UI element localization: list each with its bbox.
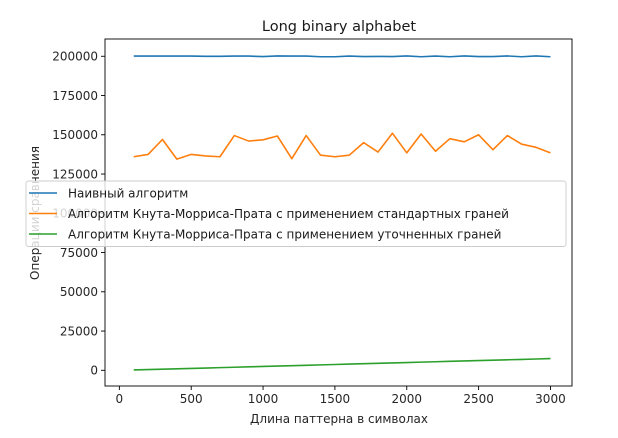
legend: Наивный алгоритм Алгоритм Кнута-Морриса-П… (25, 180, 567, 247)
y-tick-label: 175000 (52, 89, 98, 103)
y-tick-label: 75000 (60, 246, 98, 260)
series-line-3 (133, 357, 551, 371)
x-tick-label: 500 (180, 392, 203, 406)
x-tick-label: 2500 (463, 392, 494, 406)
legend-box (25, 180, 567, 247)
y-tick-label: 50000 (60, 285, 98, 299)
x-tick-label: 3000 (535, 392, 566, 406)
chart-title: Long binary alphabet (262, 19, 416, 35)
x-tick-label: 2000 (391, 392, 422, 406)
y-tick-label: 25000 (60, 324, 98, 338)
series-line-1 (133, 55, 551, 58)
y-tick-label: 0 (90, 364, 98, 378)
legend-label-1: Наивный алгоритм (68, 186, 188, 200)
series-line-2 (133, 132, 551, 160)
y-tick-label: 200000 (52, 50, 98, 64)
x-axis-label: Длина паттерна в символах (250, 412, 428, 426)
plot-area (133, 55, 551, 371)
x-tick-label: 1000 (248, 392, 279, 406)
legend-label-3: Алгоритм Кнута-Морриса-Прата с применени… (68, 227, 501, 241)
axes: 0 500 1000 1500 2000 2500 3000 0 25000 50000 75000… (52, 38, 573, 406)
y-tick-label: 125000 (52, 167, 98, 181)
x-tick-label: 0 (116, 392, 124, 406)
x-tick-label: 1500 (320, 392, 351, 406)
legend-label-2: Алгоритм Кнута-Морриса-Прата с применени… (68, 207, 509, 221)
y-tick-label: 150000 (52, 128, 98, 142)
